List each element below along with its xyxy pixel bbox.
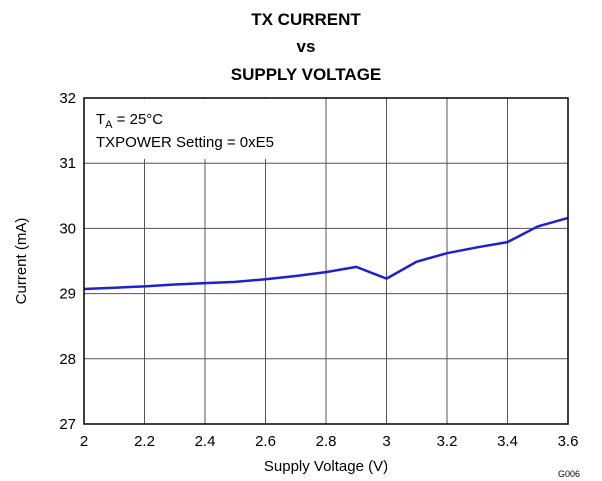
chart-title: TX CURRENT	[251, 10, 361, 29]
x-tick-label: 3	[382, 433, 390, 450]
annotation-part: T	[96, 111, 105, 128]
annotation-box	[85, 99, 325, 159]
y-tick-label: 32	[59, 90, 76, 107]
x-tick-label: 2.4	[195, 433, 216, 450]
y-tick-label: 27	[59, 416, 76, 433]
y-axis-label: Current (mA)	[13, 218, 30, 305]
x-tick-label: 3.2	[437, 433, 458, 450]
plot-border	[83, 97, 569, 425]
y-tick-label: 31	[59, 155, 76, 172]
x-tick-label: 2.2	[134, 433, 155, 450]
y-tick-label: 28	[59, 351, 76, 368]
x-tick-label: 2.8	[316, 433, 337, 450]
y-tick-label: 29	[59, 286, 76, 303]
y-tick-label: 30	[59, 220, 76, 237]
x-tick-label: 2.6	[255, 433, 276, 450]
x-tick-label: 2	[80, 433, 88, 450]
annotation-part: = 25°C	[113, 111, 164, 128]
data-line	[83, 216, 569, 291]
annotation: TA = 25°C	[96, 111, 163, 131]
chart-title: vs	[297, 37, 316, 56]
chart-title: SUPPLY VOLTAGE	[231, 65, 382, 84]
figure-id: G006	[558, 469, 580, 479]
x-tick-label: 3.6	[558, 433, 579, 450]
x-axis-label: Supply Voltage (V)	[264, 458, 388, 475]
annotation-sub: A	[105, 119, 113, 131]
annotation: TXPOWER Setting = 0xE5	[96, 134, 274, 151]
x-tick-label: 3.4	[497, 433, 518, 450]
